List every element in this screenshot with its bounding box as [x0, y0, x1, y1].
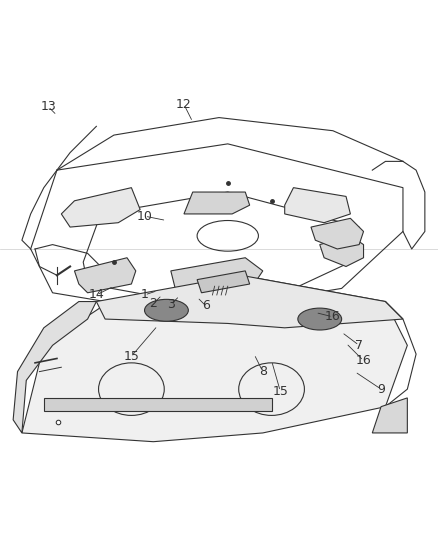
Polygon shape	[285, 188, 350, 223]
Polygon shape	[372, 398, 407, 433]
Text: 7: 7	[355, 339, 363, 352]
Text: 10: 10	[137, 209, 152, 223]
Text: 15: 15	[272, 385, 288, 398]
Polygon shape	[184, 192, 250, 214]
Text: 14: 14	[88, 288, 104, 302]
Text: 1: 1	[141, 288, 148, 302]
Text: 12: 12	[176, 98, 192, 111]
Text: 15: 15	[124, 350, 139, 363]
Text: 8: 8	[259, 365, 267, 378]
Polygon shape	[320, 236, 364, 266]
Text: 2: 2	[149, 297, 157, 310]
Polygon shape	[61, 188, 140, 227]
Polygon shape	[44, 398, 272, 411]
Ellipse shape	[298, 308, 342, 330]
Polygon shape	[311, 219, 364, 249]
Text: 16: 16	[325, 310, 341, 324]
Text: 16: 16	[356, 354, 371, 367]
Text: 13: 13	[40, 100, 56, 113]
Polygon shape	[171, 258, 263, 297]
Polygon shape	[13, 302, 96, 433]
Text: 3: 3	[167, 298, 175, 311]
Polygon shape	[197, 271, 250, 293]
Polygon shape	[74, 258, 136, 293]
Text: 9: 9	[377, 383, 385, 395]
Text: 6: 6	[202, 300, 210, 312]
Polygon shape	[22, 275, 407, 442]
Ellipse shape	[145, 300, 188, 321]
Polygon shape	[96, 275, 403, 328]
